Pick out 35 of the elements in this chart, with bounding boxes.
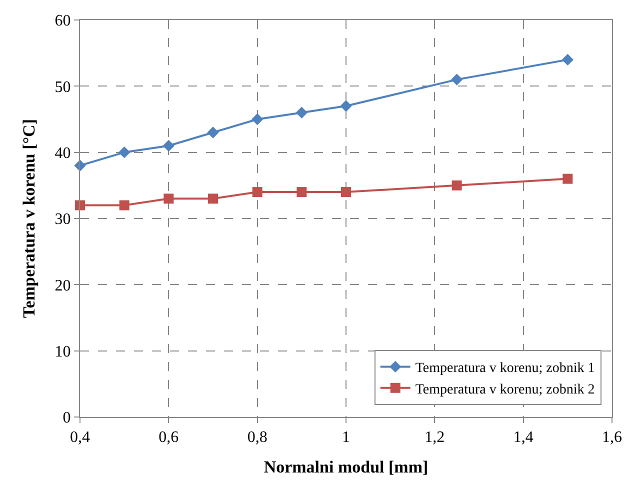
- legend-label: Temperatura v korenu; zobnik 2: [415, 382, 595, 398]
- y-tick-label: 10: [54, 343, 71, 360]
- point: [340, 100, 352, 112]
- x-tick-label: 1,6: [602, 429, 622, 446]
- point: [162, 140, 175, 152]
- y-tick-label: 20: [54, 277, 71, 294]
- point: [208, 194, 218, 204]
- x-tick-label: 1,2: [424, 429, 445, 446]
- legend-label: Temperatura v korenu; zobnik 1: [415, 361, 595, 376]
- y-tick-label: 60: [54, 12, 71, 30]
- point: [450, 74, 463, 86]
- y-tick-label: 50: [54, 78, 71, 96]
- point: [164, 194, 174, 204]
- x-tick-label: 1: [342, 429, 350, 446]
- point: [562, 54, 574, 66]
- point: [296, 187, 307, 198]
- y-tick-label: 0: [62, 410, 71, 427]
- y-tick-label: 30: [54, 211, 71, 228]
- point: [341, 187, 351, 198]
- x-tick-label: 1,4: [513, 429, 534, 446]
- point: [252, 187, 262, 198]
- y-tick-label: 40: [54, 144, 71, 162]
- point: [75, 200, 85, 210]
- y-axis-title: Temperatura v korenu [°C]: [19, 119, 38, 318]
- x-axis-title: Normalni modul [mm]: [264, 458, 428, 477]
- x-tick-label: 0,8: [247, 429, 268, 446]
- point: [207, 126, 219, 138]
- point: [119, 200, 130, 210]
- point: [296, 106, 308, 118]
- point: [452, 180, 462, 190]
- point: [118, 146, 130, 158]
- x-tick-label: 0,6: [158, 429, 179, 446]
- point: [251, 113, 264, 126]
- x-tick-label: 0,4: [70, 429, 90, 446]
- point: [562, 174, 573, 184]
